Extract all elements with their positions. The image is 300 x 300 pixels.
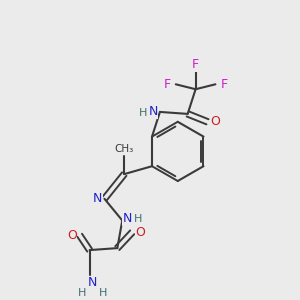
Text: N: N — [148, 105, 158, 119]
Text: O: O — [67, 229, 77, 242]
Text: O: O — [211, 115, 220, 128]
Text: H: H — [77, 287, 86, 298]
Text: F: F — [163, 78, 170, 91]
Text: N: N — [88, 276, 97, 289]
Text: CH₃: CH₃ — [115, 144, 134, 154]
Text: N: N — [93, 192, 102, 205]
Text: O: O — [135, 226, 145, 239]
Text: H: H — [139, 108, 147, 118]
Text: F: F — [221, 78, 228, 91]
Text: H: H — [134, 214, 142, 224]
Text: H: H — [99, 287, 108, 298]
Text: F: F — [192, 58, 199, 71]
Text: N: N — [122, 212, 132, 225]
